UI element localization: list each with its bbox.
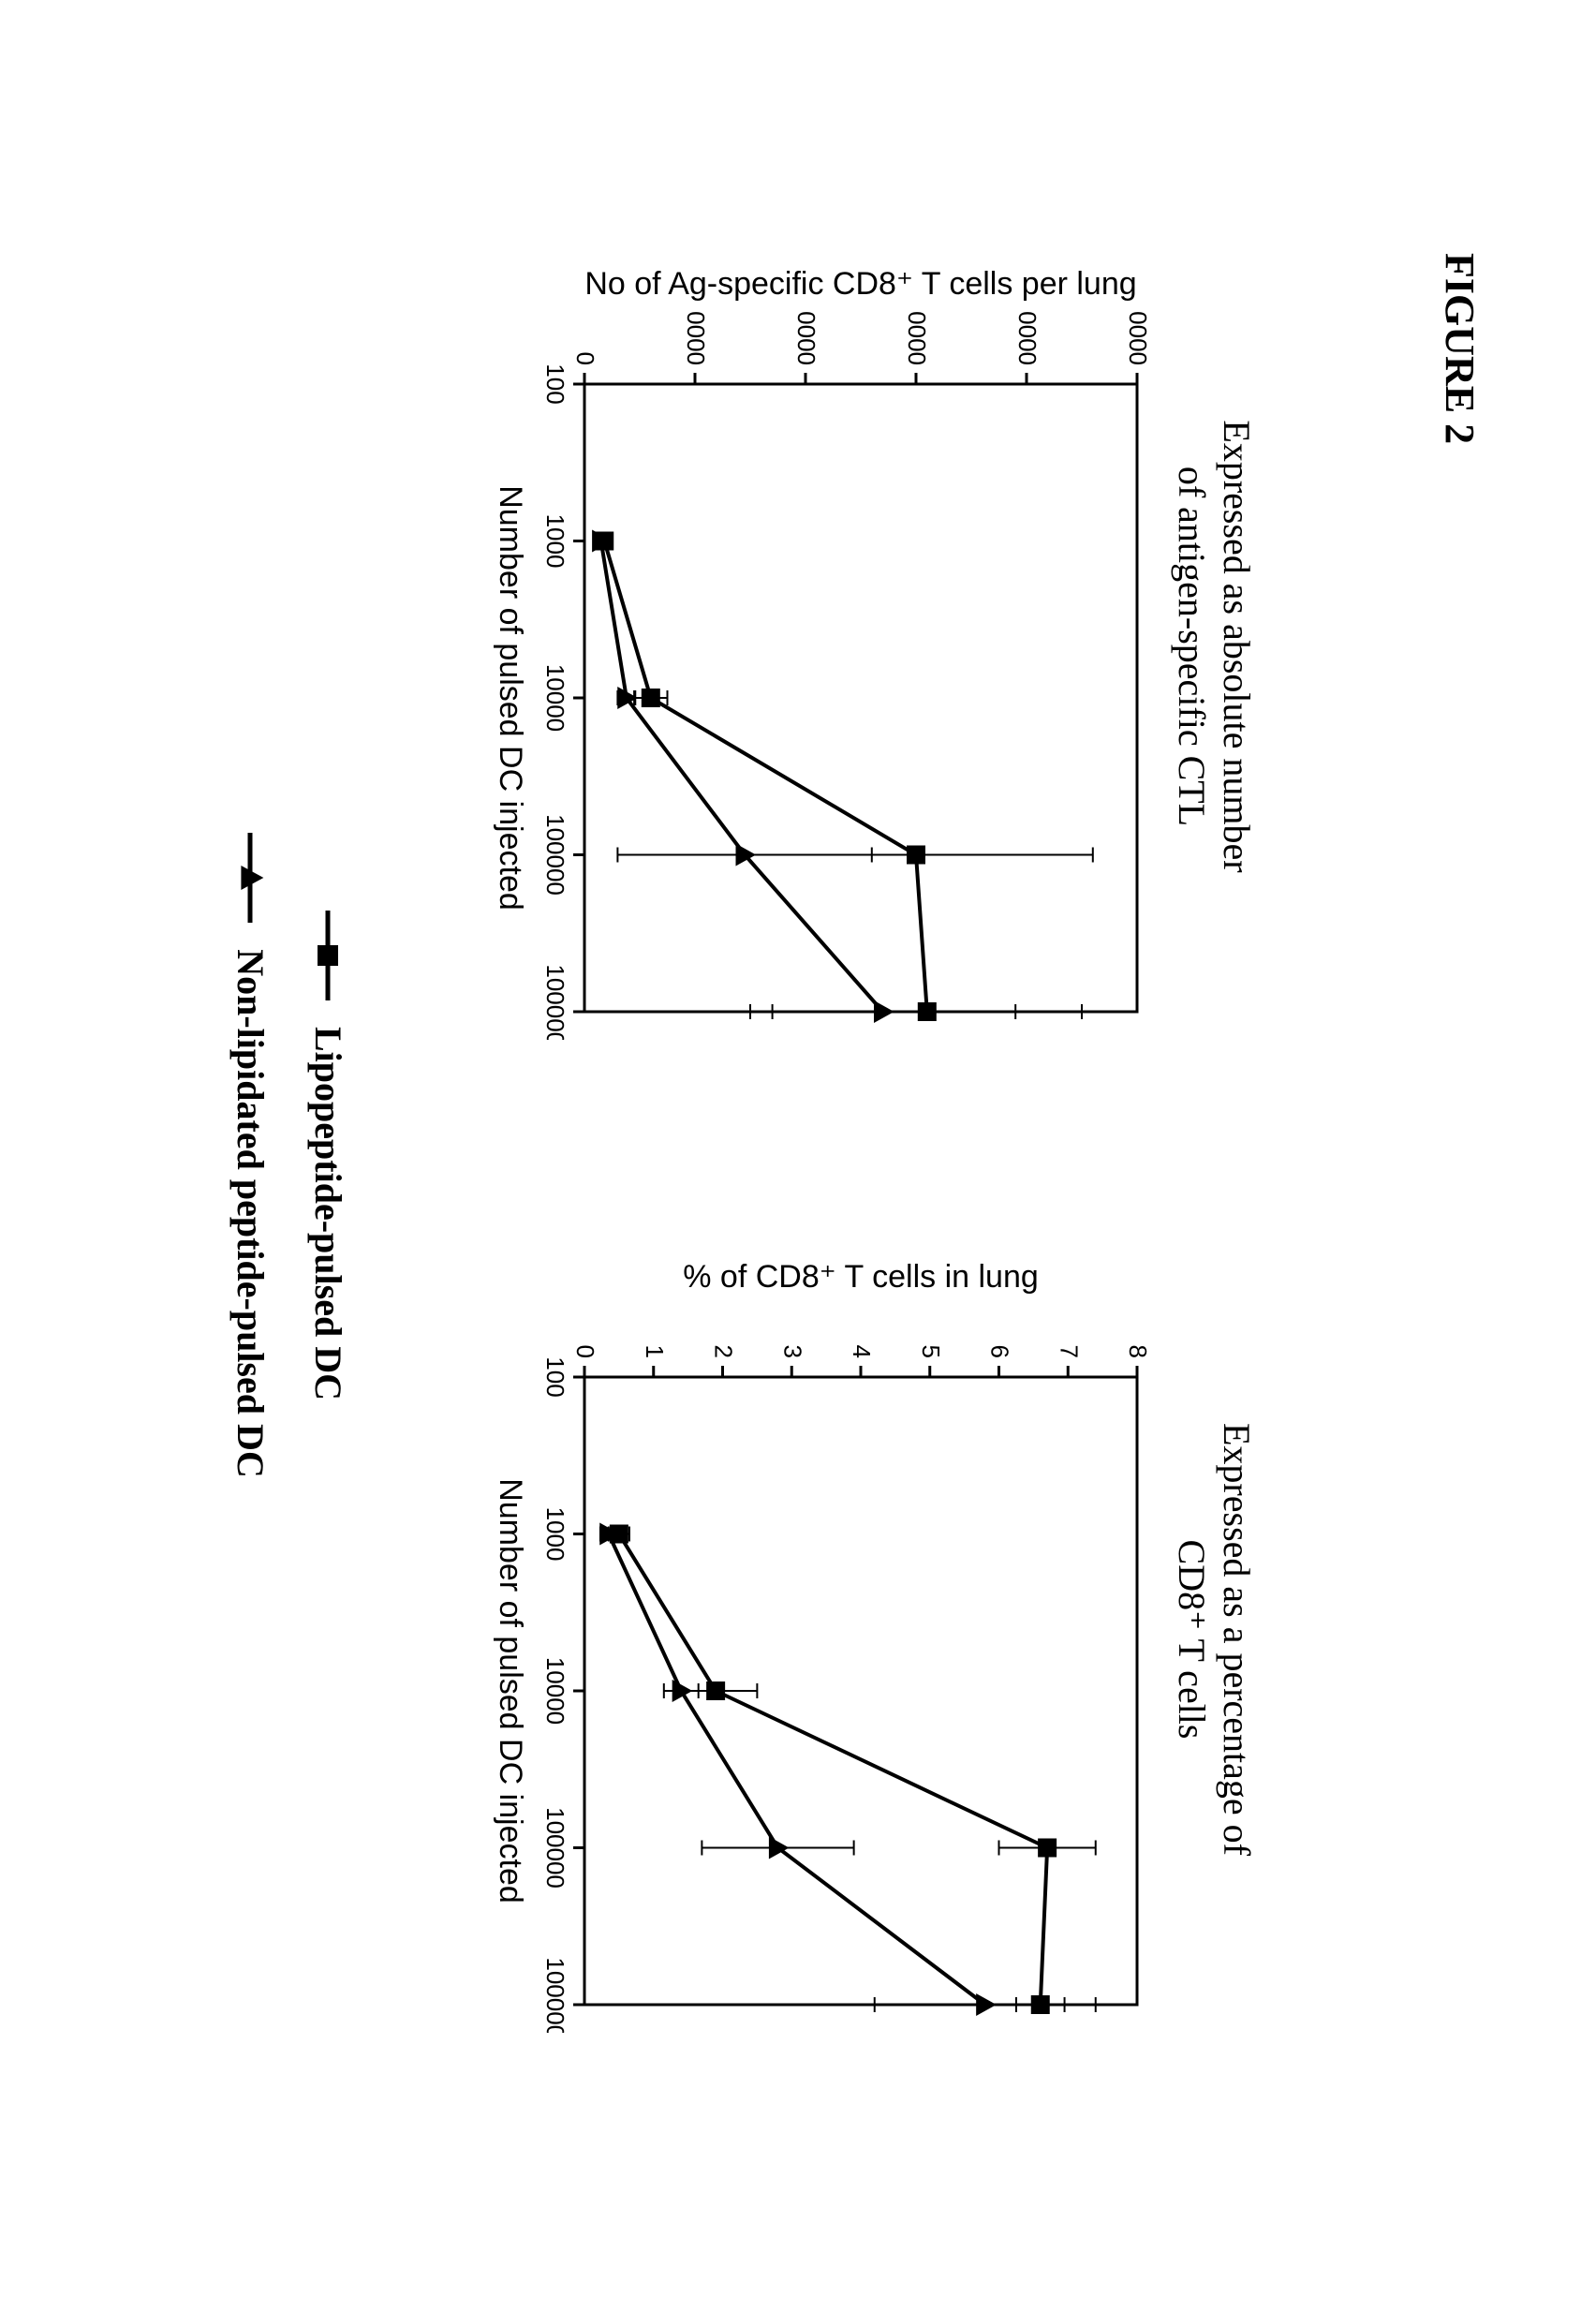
svg-text:100000: 100000 bbox=[541, 1807, 569, 1889]
svg-text:1000: 1000 bbox=[541, 1507, 569, 1562]
svg-text:100000: 100000 bbox=[541, 814, 569, 896]
svg-text:4: 4 bbox=[848, 1345, 876, 1358]
chart-right-svg: 100 1000 10000 100000 1000000 0 1 2 3 4 5 6 7 8 Number… bbox=[444, 1246, 1156, 2033]
chart-left-svg: 1001000100001000001000000000000000000000… bbox=[444, 253, 1156, 1040]
svg-text:0000: 0000 bbox=[1124, 311, 1152, 365]
legend-swatch-triangle-icon bbox=[237, 833, 265, 923]
svg-text:No of Ag-specific CD8⁺ T cells: No of Ag-specific CD8⁺ T cells per lung bbox=[584, 266, 1136, 302]
chart-right-title-line2: CD8⁺ T cells bbox=[1171, 1540, 1213, 1740]
charts-row: Expressed as absolute number of antigen-… bbox=[444, 253, 1259, 2033]
chart-left-title-line2: of antigen-specific CTL bbox=[1171, 467, 1213, 826]
svg-text:100: 100 bbox=[541, 1356, 569, 1397]
chart-left-title: Expressed as absolute number of antigen-… bbox=[1169, 420, 1259, 872]
chart-left-title-line1: Expressed as absolute number bbox=[1216, 420, 1258, 872]
svg-text:1000000: 1000000 bbox=[541, 964, 569, 1040]
svg-text:0: 0 bbox=[571, 1345, 599, 1358]
chart-right: Expressed as a percentage of CD8⁺ T cell… bbox=[444, 1246, 1259, 2033]
svg-text:8: 8 bbox=[1124, 1345, 1152, 1358]
chart-left: Expressed as absolute number of antigen-… bbox=[444, 253, 1259, 1040]
svg-text:Number of pulsed DC injected: Number of pulsed DC injected bbox=[493, 1478, 528, 1904]
svg-text:0000: 0000 bbox=[1013, 311, 1042, 365]
svg-text:6: 6 bbox=[986, 1345, 1014, 1358]
svg-text:% of CD8⁺ T cells in lung: % of CD8⁺ T cells in lung bbox=[683, 1259, 1039, 1295]
legend-item-lipo: Lipopeptide-pulsed DC bbox=[306, 911, 350, 1400]
svg-text:2: 2 bbox=[710, 1345, 738, 1358]
svg-text:3: 3 bbox=[778, 1345, 806, 1358]
chart-right-title: Expressed as a percentage of CD8⁺ T cell… bbox=[1169, 1423, 1259, 1856]
chart-right-title-line1: Expressed as a percentage of bbox=[1216, 1423, 1258, 1856]
legend-label-lipo: Lipopeptide-pulsed DC bbox=[306, 1027, 350, 1400]
svg-text:0000: 0000 bbox=[682, 311, 710, 365]
svg-text:10000: 10000 bbox=[541, 1657, 569, 1725]
svg-text:1000: 1000 bbox=[541, 514, 569, 569]
legend-item-nonlipo: Non-lipidated peptide-pulsed DC bbox=[229, 833, 273, 1478]
svg-text:1: 1 bbox=[641, 1345, 669, 1358]
svg-text:0: 0 bbox=[571, 352, 599, 365]
legend-swatch-square-icon bbox=[315, 911, 343, 1000]
legend-label-nonlipo: Non-lipidated peptide-pulsed DC bbox=[229, 949, 273, 1478]
svg-text:1000000: 1000000 bbox=[541, 1957, 569, 2033]
svg-text:7: 7 bbox=[1055, 1345, 1083, 1358]
legend: Lipopeptide-pulsed DC Non-lipidated pept… bbox=[229, 0, 350, 2311]
figure-label: FIGURE 2 bbox=[1436, 253, 1484, 444]
svg-text:0000: 0000 bbox=[792, 311, 820, 365]
svg-text:0000: 0000 bbox=[903, 311, 931, 365]
svg-text:100: 100 bbox=[541, 363, 569, 404]
svg-text:5: 5 bbox=[917, 1345, 945, 1358]
svg-text:Number of pulsed DC injected: Number of pulsed DC injected bbox=[493, 485, 528, 911]
svg-text:10000: 10000 bbox=[541, 664, 569, 732]
